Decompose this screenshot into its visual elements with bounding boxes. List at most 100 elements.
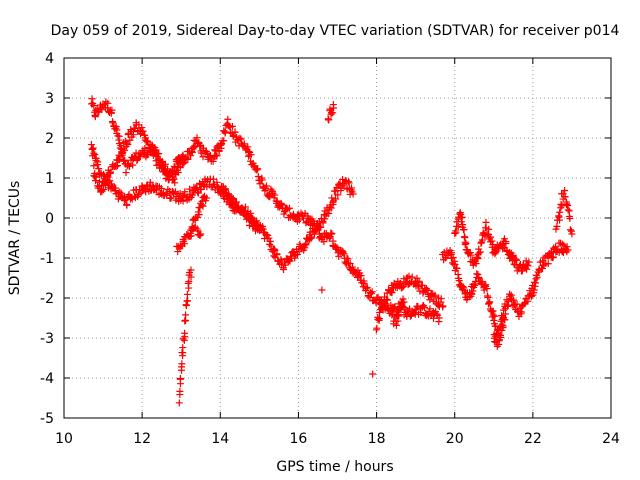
data-point bbox=[317, 223, 325, 231]
data-point bbox=[426, 296, 434, 304]
data-point bbox=[124, 140, 132, 148]
data-point bbox=[392, 321, 400, 329]
data-point bbox=[94, 158, 102, 166]
data-point bbox=[332, 195, 340, 203]
data-point bbox=[109, 119, 117, 127]
data-point bbox=[129, 131, 137, 139]
data-point bbox=[262, 231, 270, 239]
data-point bbox=[87, 141, 95, 149]
x-tick-label: 10 bbox=[55, 431, 73, 447]
data-point bbox=[184, 279, 192, 287]
data-point bbox=[112, 163, 120, 171]
data-point bbox=[397, 306, 405, 314]
data-point bbox=[248, 213, 256, 221]
data-point bbox=[280, 266, 288, 273]
x-tick-label: 20 bbox=[446, 431, 464, 447]
data-point bbox=[345, 179, 353, 187]
data-point bbox=[394, 317, 402, 325]
data-point bbox=[328, 230, 336, 238]
data-point bbox=[349, 190, 357, 198]
data-point bbox=[478, 278, 486, 286]
data-point bbox=[171, 179, 179, 187]
data-point bbox=[375, 315, 383, 323]
data-point bbox=[125, 162, 133, 170]
data-point bbox=[108, 180, 116, 188]
data-point bbox=[229, 132, 237, 140]
data-point bbox=[363, 284, 371, 292]
data-point bbox=[165, 176, 173, 184]
data-point bbox=[431, 291, 439, 299]
data-point bbox=[394, 311, 402, 319]
data-point bbox=[490, 331, 498, 339]
data-point bbox=[213, 143, 221, 151]
data-point bbox=[524, 262, 532, 270]
data-point bbox=[560, 241, 568, 249]
data-point bbox=[220, 137, 228, 145]
data-point bbox=[412, 306, 420, 314]
data-point bbox=[499, 245, 507, 253]
y-tick-label: -1 bbox=[40, 251, 54, 267]
data-point bbox=[224, 115, 232, 123]
data-point bbox=[448, 249, 456, 257]
data-point bbox=[509, 251, 517, 259]
data-point bbox=[435, 314, 443, 322]
data-point bbox=[100, 186, 108, 194]
chart-title: Day 059 of 2019, Sidereal Day-to-day VTE… bbox=[51, 23, 620, 39]
data-point bbox=[182, 311, 190, 319]
data-point bbox=[90, 149, 98, 157]
data-point bbox=[408, 273, 416, 281]
x-tick-label: 14 bbox=[211, 431, 229, 447]
data-point bbox=[324, 116, 332, 124]
data-point bbox=[277, 256, 285, 264]
data-point bbox=[398, 283, 406, 291]
data-point bbox=[501, 316, 509, 324]
y-tick-labels: -5 -4 -3 -2 -1 0 1 2 3 4 bbox=[40, 51, 54, 427]
data-point bbox=[265, 234, 273, 242]
data-point bbox=[103, 178, 111, 186]
data-point bbox=[178, 360, 186, 368]
data-point bbox=[241, 203, 249, 211]
data-point bbox=[286, 257, 294, 265]
data-point bbox=[477, 279, 485, 287]
data-point bbox=[439, 302, 447, 310]
data-point bbox=[182, 301, 190, 309]
data-point bbox=[91, 113, 99, 121]
y-axis-label: SDTVAR / TECUs bbox=[7, 181, 23, 296]
data-point bbox=[512, 255, 520, 263]
y-tick-label: 4 bbox=[45, 51, 54, 67]
data-point bbox=[426, 305, 434, 313]
data-point bbox=[452, 227, 460, 235]
data-point bbox=[325, 234, 333, 242]
data-point bbox=[121, 146, 129, 154]
data-point bbox=[107, 109, 115, 117]
data-point bbox=[199, 153, 207, 161]
data-point bbox=[449, 253, 457, 261]
data-point bbox=[458, 213, 466, 221]
data-point bbox=[318, 286, 326, 294]
data-point bbox=[266, 193, 274, 201]
data-point bbox=[376, 296, 384, 304]
data-point bbox=[176, 387, 184, 395]
data-point bbox=[100, 171, 108, 179]
data-point bbox=[122, 169, 130, 177]
data-point bbox=[90, 102, 98, 110]
data-point bbox=[383, 295, 391, 303]
data-point bbox=[254, 172, 262, 180]
data-point bbox=[564, 246, 572, 254]
data-point bbox=[253, 219, 261, 227]
data-point bbox=[368, 288, 376, 296]
data-point bbox=[187, 266, 195, 274]
data-point bbox=[420, 302, 428, 310]
data-point bbox=[245, 221, 253, 229]
data-point bbox=[179, 160, 187, 168]
data-point bbox=[469, 287, 477, 295]
data-point bbox=[561, 193, 569, 201]
data-point bbox=[558, 240, 566, 248]
data-point bbox=[468, 290, 476, 298]
y-tick-label: 3 bbox=[45, 91, 54, 107]
data-point bbox=[302, 241, 310, 249]
data-point bbox=[301, 244, 309, 252]
data-point bbox=[548, 254, 556, 262]
data-point bbox=[273, 251, 281, 259]
y-tick-label: -4 bbox=[40, 371, 54, 387]
